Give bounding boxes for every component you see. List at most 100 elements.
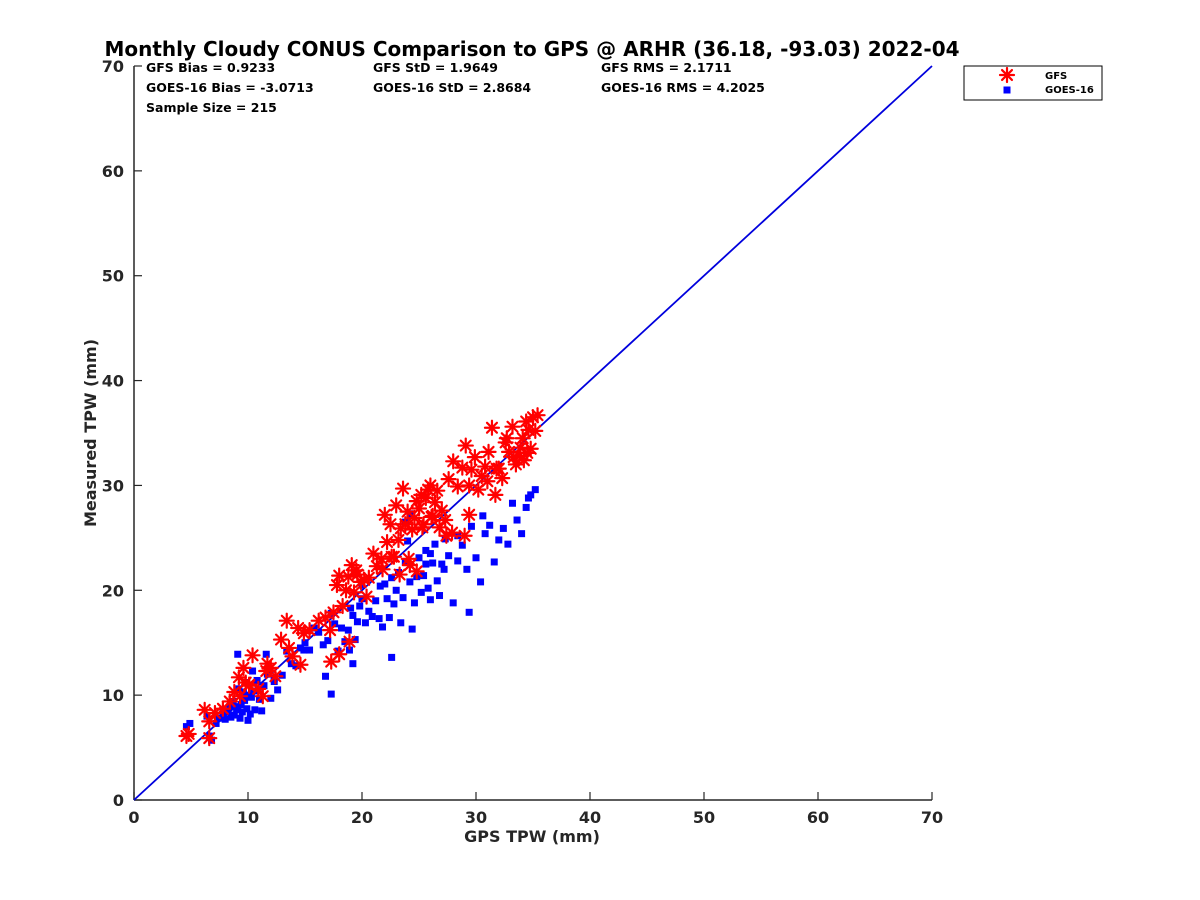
gfs-point xyxy=(488,460,505,477)
gfs-point xyxy=(254,688,271,705)
gfs-point xyxy=(382,516,399,533)
gfs-points xyxy=(178,407,546,747)
gfs-point xyxy=(383,548,400,565)
goes16-point xyxy=(315,628,323,636)
goes16-point xyxy=(381,580,389,588)
gfs-point xyxy=(449,478,466,495)
goes16-point xyxy=(410,599,418,607)
gfs-point xyxy=(388,497,405,514)
y-axis-label: Measured TPW (mm) xyxy=(81,339,100,527)
gfs-point xyxy=(278,612,295,629)
goes16-point xyxy=(287,660,295,668)
gfs-point xyxy=(358,588,375,605)
y-tick-label: 20 xyxy=(102,581,124,600)
gfs-point xyxy=(391,566,408,583)
gfs-point xyxy=(463,461,480,478)
gfs-point xyxy=(423,508,440,525)
gfs-point xyxy=(440,471,457,488)
gfs-point xyxy=(445,453,462,470)
goes16-point xyxy=(524,494,532,502)
goes16-point xyxy=(426,550,434,558)
legend-goes16-label: GOES-16 xyxy=(1045,85,1094,96)
goes16-point xyxy=(508,499,516,507)
goes16-point xyxy=(504,540,512,548)
goes16-point xyxy=(392,586,400,594)
goes16-point xyxy=(375,615,383,623)
goes16-point xyxy=(223,707,231,715)
goes16-point xyxy=(247,693,255,701)
goes16-point xyxy=(429,559,437,567)
y-tick-label: 40 xyxy=(102,372,124,391)
goes16-point xyxy=(479,512,487,520)
x-tick-label: 10 xyxy=(237,808,259,827)
goes16-point xyxy=(433,577,441,585)
goes16-point xyxy=(244,716,252,724)
goes16-point xyxy=(486,521,494,529)
goes16-point xyxy=(406,578,414,586)
goes16-point xyxy=(379,623,387,631)
goes16-point xyxy=(334,647,342,655)
goes16-point xyxy=(267,694,275,702)
goes16-point xyxy=(322,672,330,680)
x-tick-label: 40 xyxy=(579,808,601,827)
stats-annotations: GFS Bias = 0.9233 GFS StD = 1.9649 GFS R… xyxy=(146,60,765,115)
gfs-point xyxy=(408,563,425,580)
gfs-point xyxy=(479,473,496,490)
x-tick-label: 50 xyxy=(693,808,715,827)
goes16-point xyxy=(203,712,211,720)
stat-goes16-std: GOES-16 StD = 2.8684 xyxy=(373,80,531,95)
goes16-point xyxy=(422,560,430,568)
goes16-point xyxy=(300,646,308,654)
goes16-point xyxy=(426,596,434,604)
x-tick-label: 70 xyxy=(921,808,943,827)
gfs-point xyxy=(317,609,334,626)
gfs-point xyxy=(231,688,249,705)
goes16-point xyxy=(349,611,357,619)
goes16-point xyxy=(531,486,539,494)
goes16-point xyxy=(417,588,425,596)
gfs-point xyxy=(406,509,423,527)
goes16-point xyxy=(327,690,335,698)
goes16-point xyxy=(230,711,238,719)
gfs-point xyxy=(201,730,218,747)
chart-title: Monthly Cloudy CONUS Comparison to GPS @… xyxy=(104,37,959,61)
goes16-point xyxy=(345,646,353,654)
y-tick-label: 30 xyxy=(102,476,124,495)
goes16-point xyxy=(454,557,462,565)
x-axis-label: GPS TPW (mm) xyxy=(464,827,600,846)
plot-area: 0 10 20 30 40 50 60 70 0 10 20 30 40 50 60 70 GFS Bias… xyxy=(102,57,943,827)
goes16-point xyxy=(383,595,391,603)
gfs-point xyxy=(456,527,473,544)
gfs-point xyxy=(323,653,340,670)
goes16-point xyxy=(420,572,428,580)
goes16-point xyxy=(221,715,229,723)
goes16-point xyxy=(465,608,473,616)
goes16-point xyxy=(415,554,423,562)
goes16-point xyxy=(408,625,416,633)
goes16-point xyxy=(390,600,398,608)
gfs-point xyxy=(201,713,218,730)
goes16-point xyxy=(243,705,251,713)
legend: GFS GOES-16 xyxy=(963,65,1103,101)
gfs-point xyxy=(404,521,421,538)
gfs-point xyxy=(235,659,252,676)
gfs-point xyxy=(301,622,318,639)
x-tick-label: 0 xyxy=(128,808,139,827)
goes16-point xyxy=(274,686,282,694)
gfs-point xyxy=(466,449,483,466)
gfs-point xyxy=(321,622,339,639)
gfs-point xyxy=(365,545,382,562)
gfs-point xyxy=(461,506,478,523)
gfs-point xyxy=(394,480,412,497)
goes16-point xyxy=(445,552,453,560)
stat-goes16-rms: GOES-16 RMS = 4.2025 xyxy=(601,80,765,95)
gfs-point xyxy=(341,633,358,650)
legend-gfs-marker xyxy=(998,66,1016,84)
goes16-point xyxy=(463,565,471,573)
goes16-point xyxy=(431,540,439,548)
gfs-point xyxy=(373,550,390,567)
gfs-point xyxy=(259,655,276,672)
goes16-point xyxy=(186,719,194,727)
goes16-point xyxy=(477,578,485,586)
